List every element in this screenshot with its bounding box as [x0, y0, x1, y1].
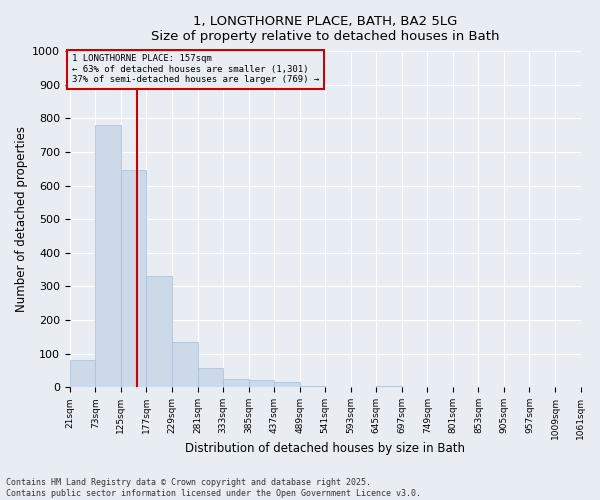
X-axis label: Distribution of detached houses by size in Bath: Distribution of detached houses by size … [185, 442, 465, 455]
Bar [172, 342, 197, 388]
Bar [299, 386, 325, 388]
Bar [70, 360, 95, 388]
Text: Contains HM Land Registry data © Crown copyright and database right 2025.
Contai: Contains HM Land Registry data © Crown c… [6, 478, 421, 498]
Y-axis label: Number of detached properties: Number of detached properties [15, 126, 28, 312]
Bar [197, 368, 223, 388]
Bar [376, 386, 402, 388]
Bar [223, 379, 248, 388]
Bar [121, 170, 146, 388]
Bar [146, 276, 172, 388]
Text: 1 LONGTHORNE PLACE: 157sqm
← 63% of detached houses are smaller (1,301)
37% of s: 1 LONGTHORNE PLACE: 157sqm ← 63% of deta… [72, 54, 319, 84]
Bar [274, 382, 299, 388]
Title: 1, LONGTHORNE PLACE, BATH, BA2 5LG
Size of property relative to detached houses : 1, LONGTHORNE PLACE, BATH, BA2 5LG Size … [151, 15, 499, 43]
Bar [95, 125, 121, 388]
Bar [248, 380, 274, 388]
